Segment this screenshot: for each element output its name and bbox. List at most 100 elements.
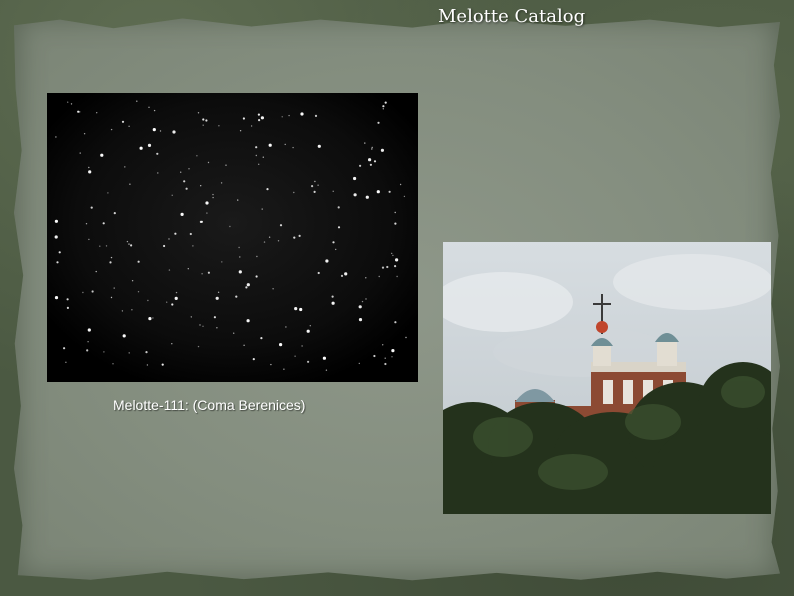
star (202, 124, 204, 126)
star (252, 358, 255, 361)
star (212, 193, 214, 196)
star (201, 273, 203, 275)
star (137, 260, 140, 263)
star (197, 345, 200, 348)
star (197, 112, 200, 114)
star (277, 240, 280, 242)
star (130, 244, 133, 247)
star (358, 305, 362, 309)
star (55, 136, 57, 138)
star (238, 246, 240, 249)
star (307, 360, 310, 363)
star (391, 252, 393, 255)
star (129, 183, 131, 185)
star (202, 118, 205, 121)
star (311, 185, 314, 188)
star (335, 248, 337, 251)
star (113, 212, 116, 215)
star (147, 299, 149, 302)
star (54, 219, 58, 223)
star (396, 275, 398, 278)
star (279, 224, 283, 227)
star (245, 286, 248, 289)
star (392, 254, 394, 257)
star (239, 130, 242, 132)
star (185, 187, 188, 190)
star (217, 291, 220, 293)
star (246, 283, 250, 287)
star (218, 125, 220, 127)
star (246, 319, 250, 323)
star (152, 128, 156, 132)
star (180, 171, 182, 173)
star (187, 268, 189, 270)
star (337, 206, 340, 209)
star (298, 234, 301, 237)
star (266, 188, 269, 191)
star (299, 307, 303, 312)
star (388, 190, 391, 193)
star (255, 275, 258, 278)
star (384, 357, 386, 359)
star (105, 245, 108, 247)
star (378, 275, 380, 278)
star (317, 184, 319, 186)
star (171, 343, 173, 345)
star (110, 128, 113, 131)
star (91, 290, 94, 293)
star (121, 120, 125, 123)
star (148, 317, 152, 321)
star (168, 269, 171, 271)
star (358, 318, 363, 322)
star (79, 111, 81, 113)
star (87, 341, 89, 343)
star (56, 261, 59, 264)
star (293, 236, 296, 239)
star (183, 180, 186, 183)
star (268, 143, 272, 147)
star (386, 265, 389, 269)
star (109, 261, 112, 264)
star (148, 106, 150, 108)
star (66, 306, 69, 309)
star (196, 155, 198, 157)
star (124, 166, 126, 168)
star (261, 208, 263, 210)
star (317, 271, 320, 275)
star (364, 142, 366, 144)
star (175, 291, 178, 294)
star (317, 144, 321, 148)
star (85, 223, 88, 225)
star (171, 303, 174, 306)
star (189, 232, 192, 236)
star (391, 349, 395, 353)
star (54, 296, 59, 300)
star (294, 355, 296, 357)
star (159, 130, 162, 132)
star (255, 154, 257, 157)
star (86, 349, 89, 352)
star (82, 291, 84, 294)
star (394, 265, 397, 268)
star (145, 351, 148, 354)
star (283, 368, 285, 370)
star (369, 163, 372, 166)
star (139, 146, 143, 150)
star (128, 352, 130, 354)
star (202, 325, 204, 327)
star (399, 183, 402, 186)
star (131, 309, 133, 311)
star (77, 110, 80, 113)
star (263, 241, 266, 243)
star (314, 114, 318, 117)
star (284, 143, 286, 146)
star (205, 119, 208, 122)
star (152, 317, 154, 319)
star (294, 307, 298, 311)
star (371, 148, 373, 150)
star (215, 296, 219, 300)
star (306, 329, 310, 333)
star (83, 133, 86, 135)
star (313, 190, 316, 193)
star (279, 343, 283, 347)
